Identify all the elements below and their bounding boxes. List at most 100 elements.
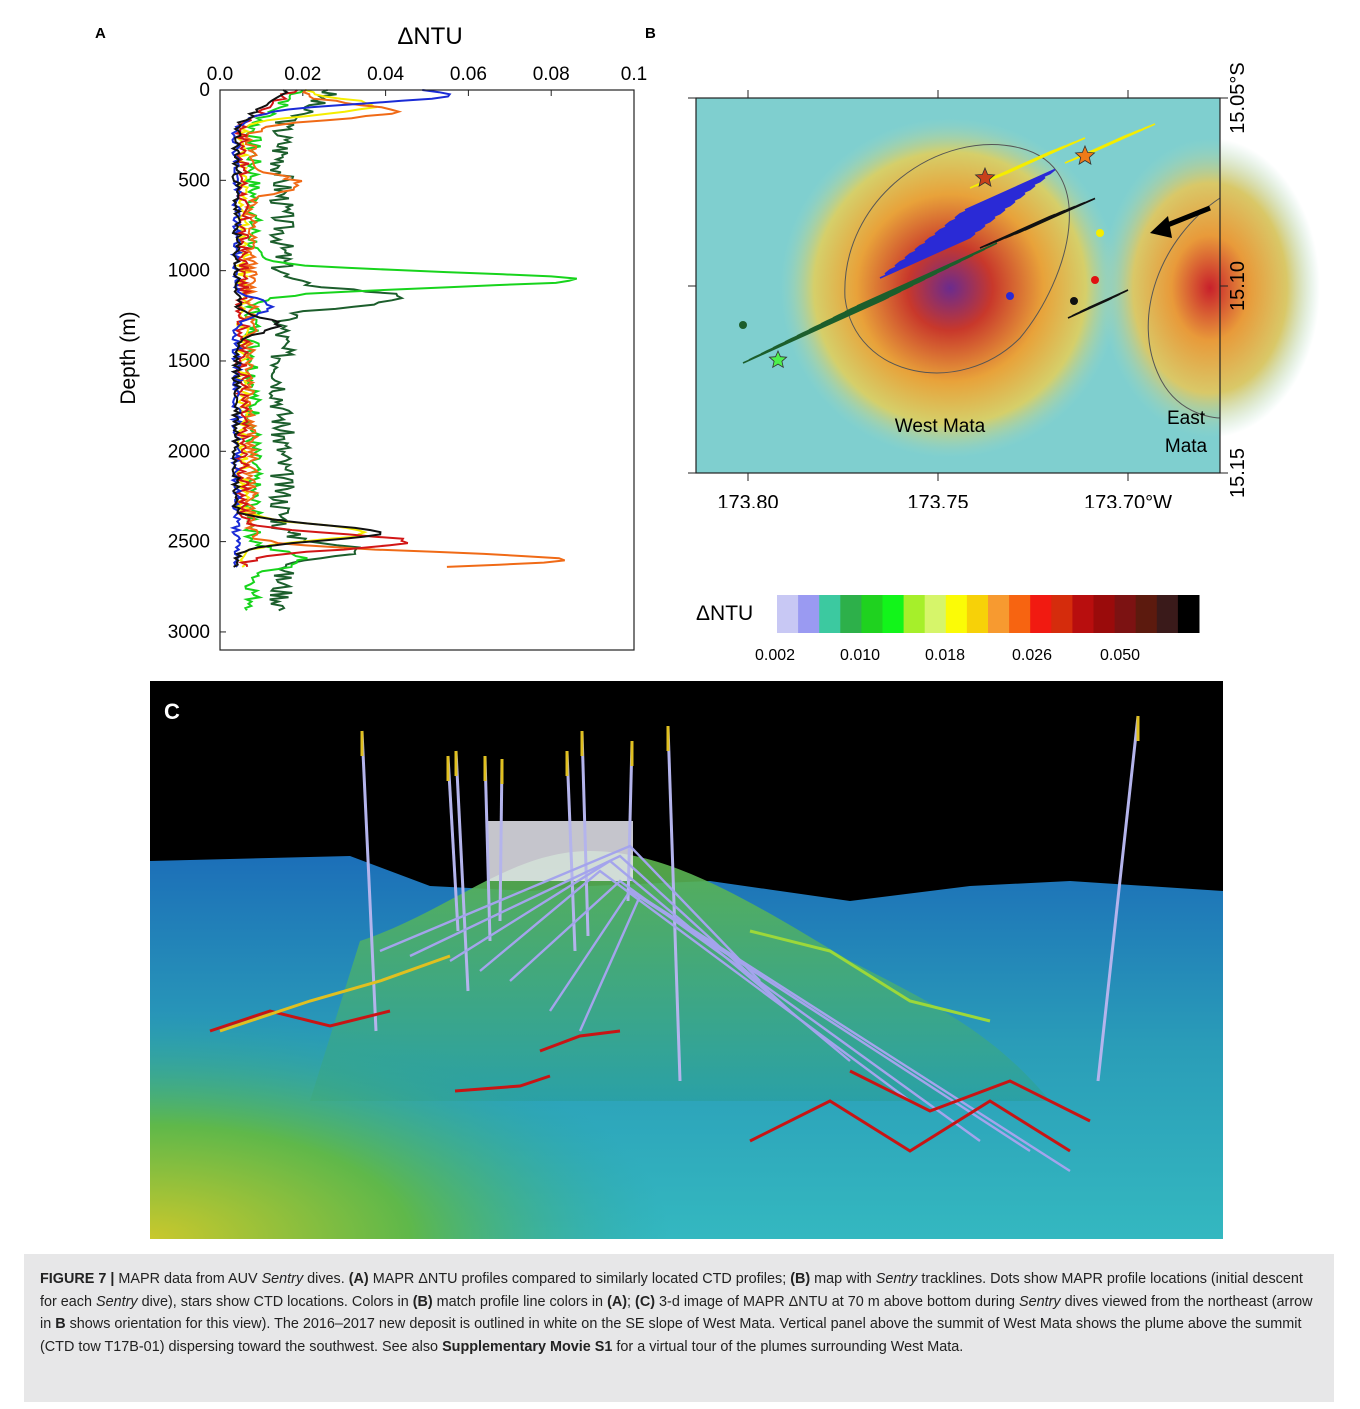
panel-a: A ΔNTU 0.0 0.02 0.04 0.06 0.08 0.1 0 500 1000 15… — [90, 18, 660, 668]
mapr-profile-dot — [739, 321, 747, 329]
colorbar-tick-label: 0.018 — [925, 647, 965, 664]
colorbar-tick-label: 0.002 — [755, 647, 795, 664]
panel-a-profiles — [229, 89, 578, 612]
x-tick-label: 0.06 — [450, 64, 487, 85]
mapr-profile-dot — [1091, 276, 1099, 284]
east-mata-relief — [1100, 138, 1320, 438]
ctd-star-icon — [1074, 144, 1096, 165]
lon-label: 173.70°W — [1084, 492, 1172, 508]
trackline-lavender — [549, 889, 1031, 1153]
west-mata-contour — [844, 144, 1070, 374]
ntu-profile-line — [233, 89, 409, 568]
colorbar-swatch — [1009, 595, 1031, 633]
vertical-ctd-profile — [360, 730, 378, 1032]
colorbar-tick-label: 0.026 — [1012, 647, 1052, 664]
colorbar-swatch — [798, 595, 820, 633]
colorbar-svg: ΔNTU 0.002 0.010 0.018 0.026 0.050 — [696, 595, 1200, 664]
colorbar-swatch — [840, 595, 862, 633]
ntu-profile-line — [267, 89, 405, 612]
colorbar-swatch — [1114, 595, 1137, 633]
colorbar-swatch — [1135, 595, 1158, 633]
colorbar-swatch — [1051, 595, 1073, 633]
panel-a-plot: A ΔNTU 0.0 0.02 0.04 0.06 0.08 0.1 0 500 1000 15… — [95, 23, 647, 651]
sentry-tracklines — [739, 123, 1156, 369]
x-tick-label: 0.02 — [284, 64, 321, 85]
ctd-star-icon — [974, 166, 996, 187]
label-east-mata-1: East — [1167, 408, 1206, 429]
west-mata-relief — [780, 118, 1120, 458]
vertical-ctd-profile — [1096, 715, 1140, 1082]
panel-a-frame — [219, 89, 635, 651]
caption-text: 3-d image of MAPR ΔNTU at 70 m above bot… — [655, 1293, 1019, 1310]
panel-c: C — [150, 681, 1223, 1239]
lon-label: 173.80 — [717, 492, 778, 508]
trackline-red — [209, 1009, 391, 1033]
vertical-ctd-profile — [483, 755, 492, 942]
trackline-black — [979, 197, 1096, 249]
arrow-head-icon — [1150, 216, 1172, 238]
x-tick-label: 0.0 — [207, 64, 233, 85]
panel-c-3d-image: C — [150, 681, 1223, 1239]
caption-ref-b: (B) — [412, 1293, 433, 1310]
ntu-colorbar: ΔNTU 0.002 0.010 0.018 0.026 0.050 — [680, 585, 1240, 675]
panel-b-letter: B — [645, 25, 656, 42]
caption-supplement-link[interactable]: Supplementary Movie S1 — [442, 1338, 613, 1355]
trackline-red — [849, 1069, 1091, 1123]
caption-fig-label: FIGURE 7 | — [40, 1271, 115, 1287]
caption-sentry: Sentry — [1018, 1293, 1061, 1310]
lon-label: 173.75 — [907, 492, 968, 508]
y-tick-label: 2000 — [168, 441, 210, 462]
caption-text: tracklines. Dots show MAPR profile locat… — [40, 1271, 1303, 1310]
caption-text: dives. — [303, 1271, 349, 1287]
trackline-lavender — [379, 844, 761, 982]
vertical-ctd-profile — [498, 758, 504, 922]
trackline-lavender — [479, 869, 911, 1102]
trackline-yellow — [219, 954, 451, 1033]
panel-a-ylabel: Depth (m) — [117, 311, 140, 404]
caption-ref-b: (B) — [790, 1271, 811, 1287]
trackline-lavender — [509, 879, 981, 1142]
colorbar-swatch — [1093, 595, 1116, 633]
caption-text: MAPR ΔNTU profiles compared to similarly… — [368, 1271, 791, 1287]
colorbar-swatch — [903, 595, 926, 633]
colorbar-swatches — [777, 595, 1200, 633]
colorbar-label: ΔNTU — [696, 602, 753, 625]
trackline-green — [749, 929, 991, 1023]
caption-sentry: Sentry — [875, 1271, 918, 1287]
panel-c-letter: C — [164, 699, 180, 724]
colorbar-swatch — [1156, 595, 1179, 633]
caption-text: MAPR data from AUV — [114, 1271, 262, 1287]
ntu-profile-line — [242, 89, 566, 568]
plume-vertical-panel — [488, 821, 633, 881]
east-mata-contour — [1147, 197, 1221, 419]
colorbar-swatch — [988, 595, 1010, 633]
vertical-ctd-profile — [626, 740, 634, 902]
panel-c-tracks — [209, 715, 1140, 1173]
caption-ref-b: B — [55, 1316, 66, 1332]
colorbar-swatch — [882, 595, 905, 633]
caption-text: ; — [627, 1293, 636, 1310]
trackline-blue — [879, 168, 1056, 279]
panel-a-xlabel: ΔNTU — [397, 23, 462, 50]
colorbar-swatch — [1177, 595, 1200, 633]
y-tick-label: 2500 — [168, 532, 210, 553]
trackline-red — [539, 1029, 621, 1053]
vertical-ctd-profile — [666, 725, 682, 1082]
colorbar-swatch — [861, 595, 883, 633]
caption-text: dive), stars show CTD locations. Colors … — [137, 1293, 413, 1310]
y-tick-label: 3000 — [168, 622, 210, 643]
trackline-yellow — [1064, 123, 1156, 164]
colorbar-tick-label: 0.010 — [840, 647, 880, 664]
x-tick-label: 0.08 — [533, 64, 570, 85]
lat-label: 15.05°S — [1227, 62, 1249, 133]
x-tick-label: 0.04 — [367, 64, 404, 85]
lat-label: 15.15 — [1227, 448, 1249, 498]
caption-text: dives viewed from the northeast (arrow i… — [40, 1293, 1313, 1333]
caption-text: shows orientation for this view). The 20… — [40, 1316, 1302, 1355]
trackline-lavender — [578, 894, 1071, 1173]
lat-label: 15.10 — [1227, 261, 1249, 311]
mapr-profile-dot — [1070, 297, 1078, 305]
vertical-ctd-profile — [446, 755, 460, 932]
trackline-black — [1067, 289, 1129, 319]
y-tick-label: 0 — [199, 80, 210, 101]
